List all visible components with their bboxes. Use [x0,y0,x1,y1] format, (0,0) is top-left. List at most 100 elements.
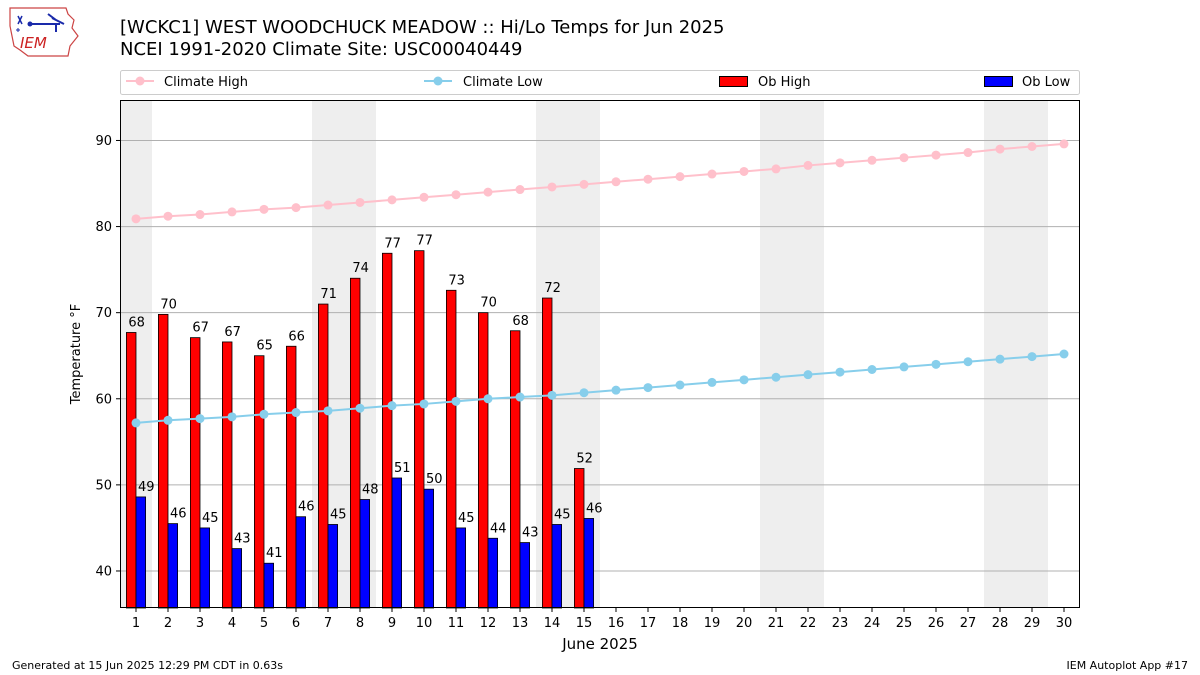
climate-high-point-19 [707,169,717,179]
ob-high-bar-2 [157,313,169,609]
x-tick-label-26: 26 [928,616,945,631]
ob-high-label-13: 68 [512,314,529,329]
y-tick-label-70: 70 [95,306,112,321]
climate-low-point-4 [227,412,237,422]
x-tick-label-8: 8 [356,616,364,631]
ob-high-label-3: 67 [192,321,209,336]
climate-low-point-14 [547,390,557,400]
ob-high-bar-4 [221,341,233,609]
climate-low-point-6 [291,408,301,418]
ob-high-bar-6 [285,345,297,609]
ob-low-bar-6 [295,516,307,609]
x-tick-label-16: 16 [608,616,625,631]
x-tick-label-19: 19 [704,616,721,631]
climate-low-point-23 [835,367,845,377]
ob-low-bar-15 [583,518,595,609]
climate-high-point-21 [771,164,781,174]
climate-high-point-16 [611,177,621,187]
y-tick-label-40: 40 [95,564,112,579]
climate-high-point-8 [355,197,365,207]
climate-high-point-7 [323,200,333,210]
climate-low-point-18 [675,380,685,390]
climate-low-point-26 [931,359,941,369]
app-id: IEM Autoplot App #17 [1066,659,1189,672]
iem-logo: IEM [8,6,80,58]
ob-low-bar-1 [135,496,147,609]
x-tick-label-10: 10 [416,616,433,631]
ob-low-bar-10 [423,488,435,609]
ob-high-label-12: 70 [480,296,497,311]
legend-ob-high-swatch [719,76,748,87]
chart-subtitle: NCEI 1991-2020 Climate Site: USC00040449 [120,39,523,60]
climate-low-point-3 [195,414,205,424]
ob-high-bar-5 [253,355,265,609]
climate-high-point-17 [643,174,653,184]
weekend-band-21 [760,100,792,608]
ob-low-label-5: 41 [266,546,283,561]
ob-low-label-9: 51 [394,461,411,476]
x-tick-label-20: 20 [736,616,753,631]
x-tick-label-12: 12 [480,616,497,631]
ob-low-label-13: 43 [522,526,539,541]
climate-low-point-21 [771,372,781,382]
climate-low-point-20 [739,375,749,385]
x-tick-label-22: 22 [800,616,817,631]
climate-high-point-14 [547,182,557,192]
ob-low-label-15: 46 [586,501,603,516]
x-tick-label-13: 13 [512,616,529,631]
climate-high-point-6 [291,203,301,213]
ob-low-label-14: 45 [554,507,571,522]
grid-lines [120,139,1080,572]
x-tick-label-14: 14 [544,616,561,631]
x-tick-label-11: 11 [448,616,465,631]
x-tick-label-30: 30 [1056,616,1073,631]
generated-timestamp: Generated at 15 Jun 2025 12:29 PM CDT in… [12,659,284,672]
weekend-bands [120,100,1048,608]
legend-climate-low-label: Climate Low [463,75,543,90]
y-axis-label: Temperature °F [69,304,84,405]
ob-high-label-10: 77 [416,234,433,249]
climate-high-point-13 [515,185,525,195]
climate-low-point-16 [611,385,621,395]
climate-high-point-29 [1027,141,1037,151]
x-tick-label-28: 28 [992,616,1009,631]
y-tick-label-90: 90 [95,134,112,149]
ob-high-label-15: 52 [576,452,593,467]
ob-low-label-10: 50 [426,472,443,487]
ob-low-label-11: 45 [458,511,475,526]
ob-low-bar-13 [519,542,531,609]
y-tick-label-80: 80 [95,220,112,235]
climate-low-point-28 [995,354,1005,364]
x-tick-label-25: 25 [896,616,913,631]
ob-high-label-9: 77 [384,236,401,251]
climate-low-point-12 [483,394,493,404]
ob-low-bar-7 [327,524,339,609]
climate-high-point-18 [675,172,685,182]
ob-low-bar-3 [199,527,211,609]
weekend-band-22 [792,100,824,608]
ob-low-label-6: 46 [298,500,315,515]
ob-high-bar-9 [381,252,393,609]
climate-low-point-17 [643,383,653,393]
climate-low-point-19 [707,377,717,387]
ob-high-label-6: 66 [288,329,305,344]
ob-high-bar-8 [349,277,361,609]
x-tick-label-3: 3 [196,616,204,631]
plot-frame [120,100,1080,608]
weekend-band-28 [984,100,1016,608]
ob-low-bar-4 [231,548,243,609]
legend: Climate High Climate Low Ob High Ob Low [120,70,1080,95]
x-tick-label-24: 24 [864,616,881,631]
legend-climate-high-marker [135,76,145,86]
climate-high-point-30 [1059,139,1069,149]
ob-low-bar-12 [487,537,499,609]
x-tick-label-4: 4 [228,616,236,631]
y-axis: 40 50 60 70 80 90 [95,134,120,579]
legend-frame [120,70,1080,95]
legend-ob-low-swatch [984,76,1013,87]
climate-high-point-20 [739,166,749,176]
ob-high-bar-11 [445,289,457,609]
climate-high-point-5 [259,204,269,214]
climate-lines [131,139,1069,428]
